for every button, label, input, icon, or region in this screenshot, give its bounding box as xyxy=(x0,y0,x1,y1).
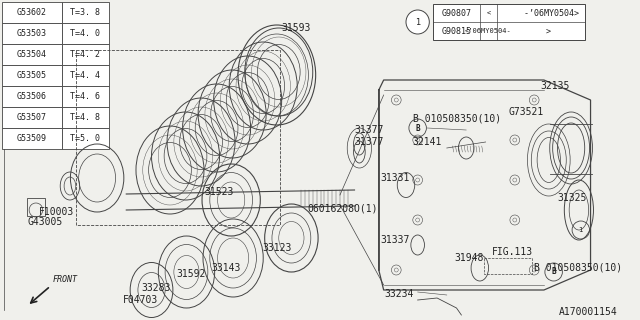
Text: T=4. 6: T=4. 6 xyxy=(70,92,100,101)
Bar xyxy=(62,86,109,107)
Text: A170001154: A170001154 xyxy=(559,307,617,317)
Text: G90815: G90815 xyxy=(442,27,472,36)
Text: T=3. 8: T=3. 8 xyxy=(70,8,100,17)
Text: 31593: 31593 xyxy=(282,23,311,33)
Text: 1: 1 xyxy=(579,227,583,233)
Text: 33123: 33123 xyxy=(262,243,292,253)
Text: <: < xyxy=(486,10,491,16)
Text: T=4. 2: T=4. 2 xyxy=(70,50,100,59)
Text: G53509: G53509 xyxy=(17,134,47,143)
Bar xyxy=(2,107,62,128)
Text: 31948: 31948 xyxy=(454,253,484,263)
Text: 31377: 31377 xyxy=(355,137,384,147)
Bar xyxy=(2,2,62,23)
Text: F10003: F10003 xyxy=(39,207,74,217)
Text: B 010508350(10): B 010508350(10) xyxy=(413,113,501,123)
Text: FIG.113: FIG.113 xyxy=(492,247,532,257)
Text: >: > xyxy=(531,27,551,36)
Text: FRONT: FRONT xyxy=(52,276,77,284)
Bar xyxy=(484,258,532,274)
Text: G53506: G53506 xyxy=(17,92,47,101)
Text: 32141: 32141 xyxy=(413,137,442,147)
Bar xyxy=(2,65,62,86)
Text: T=5. 0: T=5. 0 xyxy=(70,134,100,143)
Bar xyxy=(62,107,109,128)
Text: T=4. 8: T=4. 8 xyxy=(70,113,100,122)
Bar xyxy=(27,198,45,216)
Text: -’06MY0504>: -’06MY0504> xyxy=(504,9,579,18)
Text: <’06MY0504-: <’06MY0504- xyxy=(465,28,512,34)
Bar xyxy=(2,86,62,107)
Bar xyxy=(2,44,62,65)
Text: 31337: 31337 xyxy=(381,235,410,245)
Text: 1: 1 xyxy=(415,18,420,27)
Bar xyxy=(2,23,62,44)
Text: 33283: 33283 xyxy=(142,283,171,293)
Text: 31523: 31523 xyxy=(204,187,234,197)
Text: G73521: G73521 xyxy=(509,107,544,117)
Bar xyxy=(76,50,280,225)
Text: G43005: G43005 xyxy=(27,217,63,227)
Bar xyxy=(62,23,109,44)
Text: B: B xyxy=(415,124,420,132)
Text: G53503: G53503 xyxy=(17,29,47,38)
Bar xyxy=(62,2,109,23)
Text: T=4. 0: T=4. 0 xyxy=(70,29,100,38)
Text: 32135: 32135 xyxy=(540,81,570,91)
Text: G53505: G53505 xyxy=(17,71,47,80)
Text: F04703: F04703 xyxy=(122,295,157,305)
Bar xyxy=(62,128,109,149)
Circle shape xyxy=(406,10,429,34)
Bar xyxy=(62,65,109,86)
Text: 06016208O(1): 06016208O(1) xyxy=(307,203,378,213)
Text: G53602: G53602 xyxy=(17,8,47,17)
Bar xyxy=(433,4,585,40)
Text: 31377: 31377 xyxy=(355,125,384,135)
Text: 31331: 31331 xyxy=(381,173,410,183)
Text: 31325: 31325 xyxy=(557,193,587,203)
Text: G90807: G90807 xyxy=(442,9,472,18)
Text: 33143: 33143 xyxy=(212,263,241,273)
Text: 33234: 33234 xyxy=(385,289,414,299)
Text: G53507: G53507 xyxy=(17,113,47,122)
Text: G53504: G53504 xyxy=(17,50,47,59)
Text: B: B xyxy=(551,268,556,276)
Text: 31592: 31592 xyxy=(177,269,206,279)
Bar xyxy=(62,44,109,65)
Text: T=4. 4: T=4. 4 xyxy=(70,71,100,80)
Bar xyxy=(2,128,62,149)
Text: B 010508350(10): B 010508350(10) xyxy=(534,263,622,273)
